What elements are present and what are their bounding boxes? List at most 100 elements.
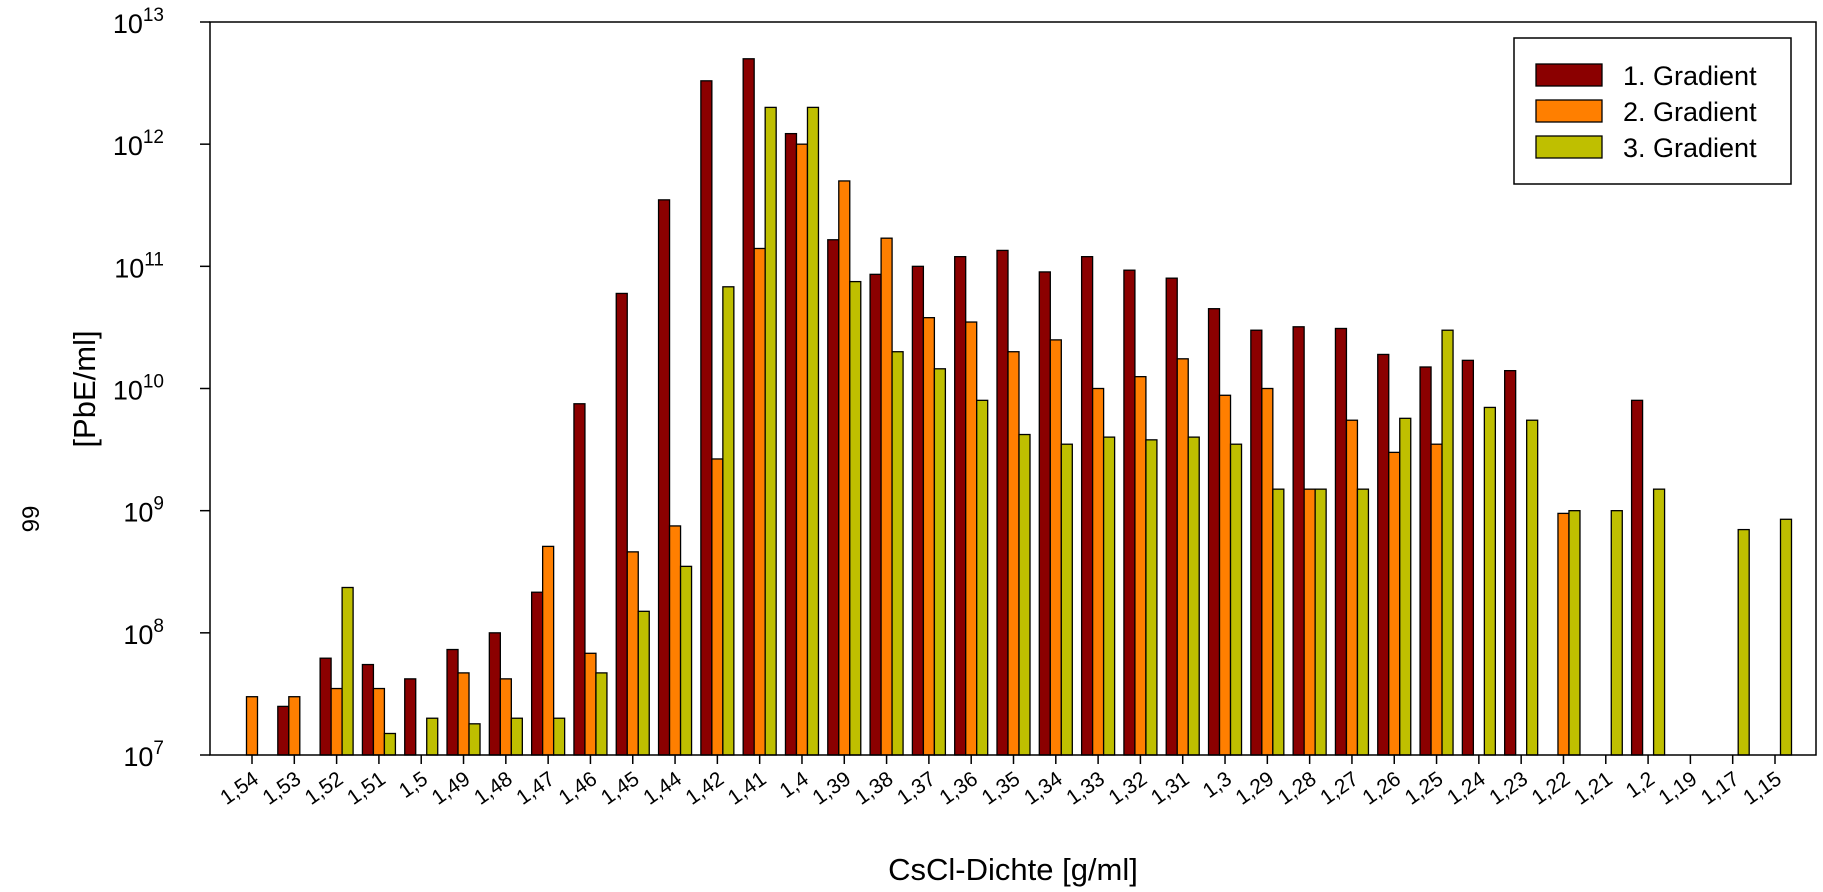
bar	[1737, 528, 1750, 756]
x-tick-label: 1,49	[428, 767, 475, 809]
bar	[1272, 488, 1285, 756]
bar	[954, 256, 967, 756]
bar	[530, 591, 544, 756]
x-tick-label: 1,24	[1443, 767, 1490, 809]
bar	[668, 525, 682, 756]
x-axis-label: CsCl-Dichte [g/ml]	[888, 852, 1138, 887]
bar	[1303, 488, 1316, 756]
bar	[510, 717, 523, 756]
bar	[488, 632, 501, 756]
x-tick-label: 1,35	[978, 767, 1025, 809]
bar	[330, 687, 343, 756]
bar	[1504, 369, 1517, 756]
x-tick-label: 1,4	[776, 767, 813, 803]
x-tick-label: 1,42	[682, 767, 729, 809]
bar	[742, 58, 755, 756]
bar	[1049, 339, 1062, 756]
y-tick-label: 108	[123, 616, 164, 650]
bar	[722, 286, 735, 756]
x-tick-label: 1,26	[1358, 767, 1405, 809]
bar	[996, 249, 1009, 756]
bar	[1102, 436, 1116, 756]
x-tick-label: 1,38	[851, 767, 898, 809]
x-tick-label: 1,45	[597, 767, 644, 809]
bar	[541, 545, 555, 756]
x-tick-label: 1,33	[1062, 767, 1109, 809]
bar	[573, 403, 586, 756]
bar	[372, 687, 386, 756]
x-tick-label: 1,31	[1147, 767, 1194, 809]
x-tick-label: 1,46	[555, 767, 602, 809]
y-tick-label: 107	[123, 738, 164, 772]
bar	[404, 678, 417, 756]
x-tick-label: 1,47	[512, 767, 559, 809]
bar	[361, 663, 375, 756]
x-tick-label: 1,32	[1105, 767, 1152, 809]
bar	[1080, 256, 1094, 756]
bar	[1430, 443, 1443, 756]
legend-label: 1. Gradient	[1623, 61, 1757, 91]
bar	[1388, 451, 1401, 756]
bar	[1334, 327, 1348, 756]
x-tick-label: 1,15	[1739, 767, 1786, 809]
bar	[1779, 518, 1793, 756]
legend: 1. Gradient 2. Gradient 3. Gradient	[1513, 37, 1792, 185]
x-tick-label: 1,21	[1570, 767, 1617, 809]
bar	[933, 368, 947, 756]
bar	[1165, 277, 1178, 756]
y-axis-ticks: 107 108 109 1010 1011 1012 1013	[113, 5, 210, 772]
x-tick-label: 1,22	[1528, 767, 1575, 809]
bar	[1461, 359, 1475, 756]
bar	[1610, 510, 1623, 756]
y-tick-label: 1011	[114, 249, 164, 283]
y-tick-label: 1010	[113, 372, 164, 406]
bar	[1356, 488, 1370, 756]
y-tick-label: 1013	[113, 5, 164, 39]
bar	[1134, 376, 1147, 756]
x-tick-label: 1,2	[1622, 767, 1659, 803]
bar	[1568, 510, 1581, 756]
bar	[1630, 399, 1644, 756]
bar	[245, 696, 259, 756]
legend-label: 3. Gradient	[1623, 133, 1757, 163]
bar	[965, 321, 978, 756]
bar	[446, 648, 459, 756]
x-tick-label: 1,17	[1697, 767, 1744, 809]
bar	[784, 132, 798, 756]
x-tick-label: 1,36	[935, 767, 982, 809]
x-tick-label: 1,41	[724, 767, 771, 809]
bar	[976, 399, 989, 756]
bar	[891, 351, 904, 756]
bar	[1314, 488, 1327, 756]
legend-label: 2. Gradient	[1623, 97, 1757, 127]
bar	[615, 292, 628, 756]
bar	[319, 657, 332, 756]
bar	[1091, 387, 1105, 756]
x-tick-label: 1,25	[1401, 767, 1448, 809]
y-tick-label: 1012	[113, 127, 164, 161]
bar	[1123, 269, 1136, 756]
bar	[1399, 417, 1412, 756]
y-tick-label: 109	[123, 494, 164, 528]
bar	[1250, 329, 1263, 756]
x-tick-label: 1,37	[893, 767, 940, 809]
bar	[1187, 436, 1200, 756]
x-tick-label: 1,44	[639, 767, 686, 809]
bar	[1377, 353, 1390, 756]
bar	[869, 273, 882, 756]
x-tick-label: 1,29	[1232, 767, 1279, 809]
legend-swatch	[1535, 135, 1603, 159]
bar	[911, 265, 925, 756]
bar	[1218, 394, 1232, 756]
bar	[657, 199, 671, 756]
bar	[711, 458, 724, 756]
x-tick-label: 1,28	[1274, 767, 1321, 809]
bar	[595, 672, 608, 756]
bar	[1018, 433, 1031, 756]
bar	[1207, 308, 1221, 756]
x-tick-label: 1,19	[1655, 767, 1702, 809]
bar	[1176, 358, 1189, 756]
bar	[1345, 419, 1359, 756]
bar	[795, 143, 809, 756]
